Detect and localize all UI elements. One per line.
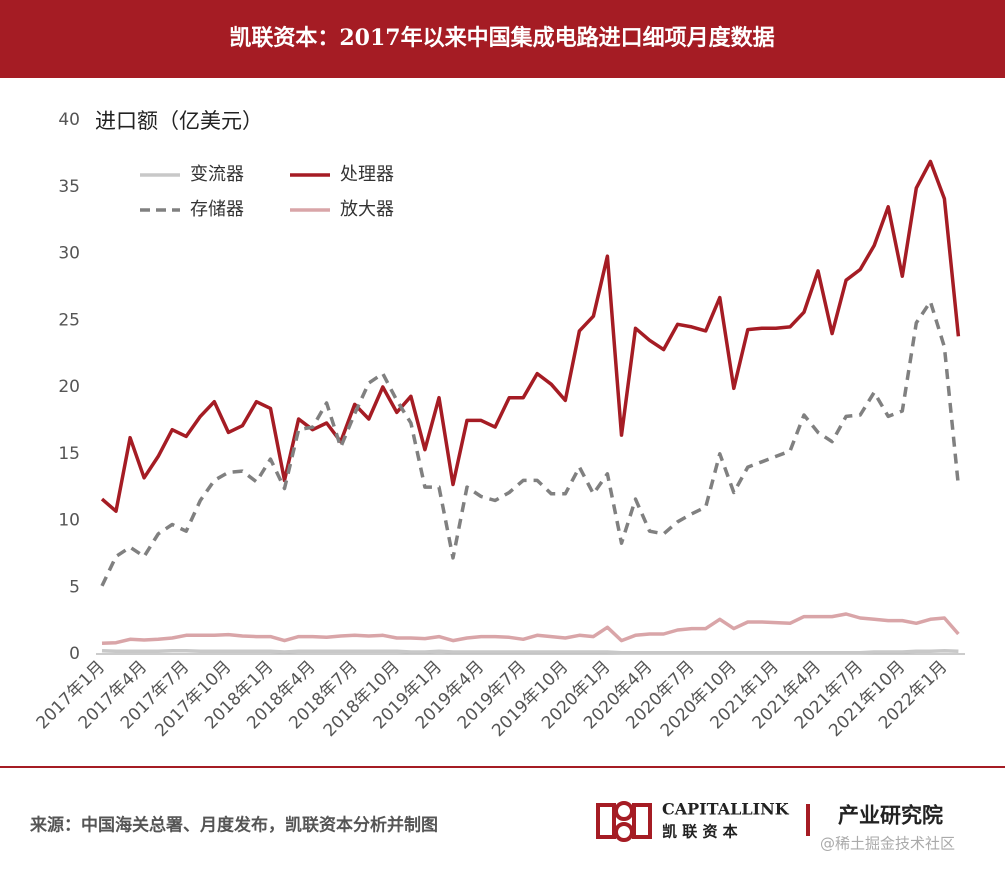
logo-part <box>614 801 634 821</box>
legend-label: 变流器 <box>190 164 244 185</box>
department: 产业研究院 <box>838 803 943 828</box>
y-axis-label: 进口额（亿美元） <box>95 109 263 133</box>
y-tick-label: 40 <box>58 110 80 130</box>
y-tick-label: 5 <box>69 577 80 597</box>
legend-label: 放大器 <box>340 199 394 220</box>
logo-part <box>632 803 652 839</box>
y-tick-label: 20 <box>58 377 80 397</box>
series-line <box>101 648 959 655</box>
brand-name: CAPITALLINK <box>662 800 790 819</box>
chart-title: 凯联资本：2017年以来中国集成电路进口细项月度数据 <box>229 25 774 51</box>
logo-part <box>614 822 634 842</box>
legend-label: 处理器 <box>340 164 394 185</box>
y-tick-label: 0 <box>69 644 80 664</box>
y-tick-label: 35 <box>58 177 80 197</box>
series-line <box>100 159 961 513</box>
series-line <box>100 299 961 587</box>
y-tick-label: 15 <box>58 444 80 464</box>
y-tick-label: 25 <box>58 310 80 330</box>
brand-name-cn: 凯 联 资 本 <box>662 823 738 841</box>
series-line <box>101 612 960 646</box>
y-tick-label: 30 <box>58 244 80 264</box>
logo-part <box>596 803 616 839</box>
watermark: @稀土掘金技术社区 <box>820 835 955 853</box>
source-note: 来源：中国海关总署、月度发布，凯联资本分析并制图 <box>29 815 438 836</box>
header-band <box>0 0 1005 78</box>
divider <box>806 804 810 836</box>
y-tick-label: 10 <box>58 511 80 531</box>
logo <box>596 801 652 842</box>
legend-label: 存储器 <box>190 199 244 220</box>
